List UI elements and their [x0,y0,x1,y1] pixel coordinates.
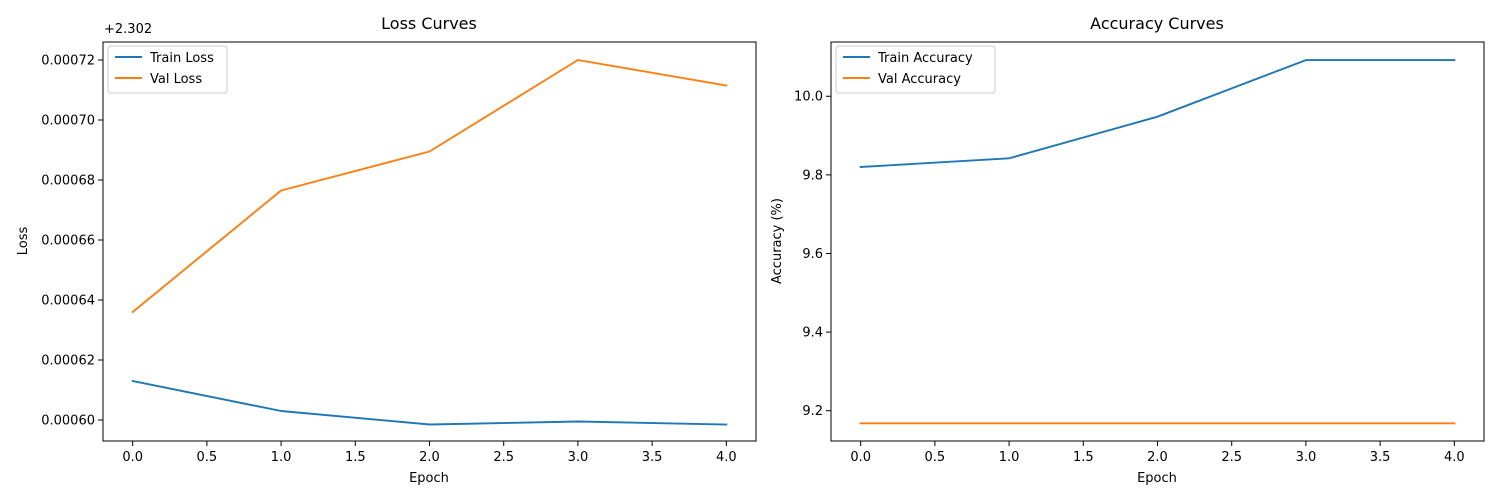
loss-y-tick-label: 0.00070 [41,114,95,129]
accuracy-chart-y-axis-label: Accuracy (%) [770,198,785,284]
loss-x-tick-label: 4.0 [716,450,737,465]
accuracy-y-tick-label: 9.8 [802,168,823,183]
loss-legend-label-1: Val Loss [150,72,202,87]
accuracy-legend-label-1: Val Accuracy [878,72,961,87]
accuracy-y-tick-label: 10.0 [794,90,823,105]
loss-y-tick-label: 0.00068 [41,174,95,189]
loss-x-tick-label: 2.0 [419,450,440,465]
accuracy-x-tick-label: 1.0 [999,450,1020,465]
loss-y-tick-label: 0.00060 [41,414,95,429]
loss-legend-label-0: Train Loss [149,51,214,66]
accuracy-x-tick-label: 2.5 [1221,450,1242,465]
loss-chart-title: Loss Curves [381,14,477,33]
loss-series-line-0 [131,379,728,426]
accuracy-legend: Train Accuracy Val Accuracy [835,45,996,94]
accuracy-x-tick-label: 2.0 [1147,450,1168,465]
accuracy-x-tick-label: 0.0 [850,450,871,465]
accuracy-y-tick-label: 9.2 [802,404,823,419]
loss-x-tick-label: 0.0 [122,450,143,465]
loss-chart-panel: Loss Curves +2.302 Epoch Loss 0.0 0.5 1.0 1… [16,14,757,486]
accuracy-x-tick-label: 0.5 [925,450,946,465]
loss-x-tick-label: 3.5 [642,450,663,465]
loss-chart-x-axis-label: Epoch [409,471,449,486]
accuracy-legend-box [835,45,996,94]
loss-y-tick-label: 0.00066 [41,234,95,249]
accuracy-x-tick-label: 3.0 [1296,450,1317,465]
loss-y-tick-label: 0.00064 [41,294,95,309]
loss-x-tick-label: 2.5 [493,450,514,465]
loss-legend: Train Loss Val Loss [107,45,228,94]
accuracy-x-tick-label: 1.5 [1073,450,1094,465]
accuracy-x-tick-label: 4.0 [1444,450,1465,465]
loss-series-line-1 [131,59,728,314]
accuracy-x-tick-label: 3.5 [1370,450,1391,465]
accuracy-chart-panel: Accuracy Curves Epoch Accuracy (%) 0.0 0.… [770,14,1485,486]
accuracy-legend-label-0: Train Accuracy [877,51,973,66]
accuracy-y-tick-label: 9.4 [802,326,823,341]
loss-x-tick-label: 1.0 [271,450,292,465]
loss-chart-y-axis-label: Loss [16,227,31,256]
loss-x-tick-label: 0.5 [197,450,218,465]
accuracy-y-tick-label: 9.6 [802,247,823,262]
loss-x-tick-label: 1.5 [345,450,366,465]
loss-chart-y-offset-label: +2.302 [104,22,152,37]
loss-y-tick-label: 0.00062 [41,354,95,369]
accuracy-series-line-0 [859,59,1456,169]
accuracy-chart-x-axis-label: Epoch [1137,471,1177,486]
loss-y-tick-label: 0.00072 [41,54,95,69]
accuracy-chart-title: Accuracy Curves [1090,14,1224,33]
loss-x-tick-label: 3.0 [568,450,589,465]
